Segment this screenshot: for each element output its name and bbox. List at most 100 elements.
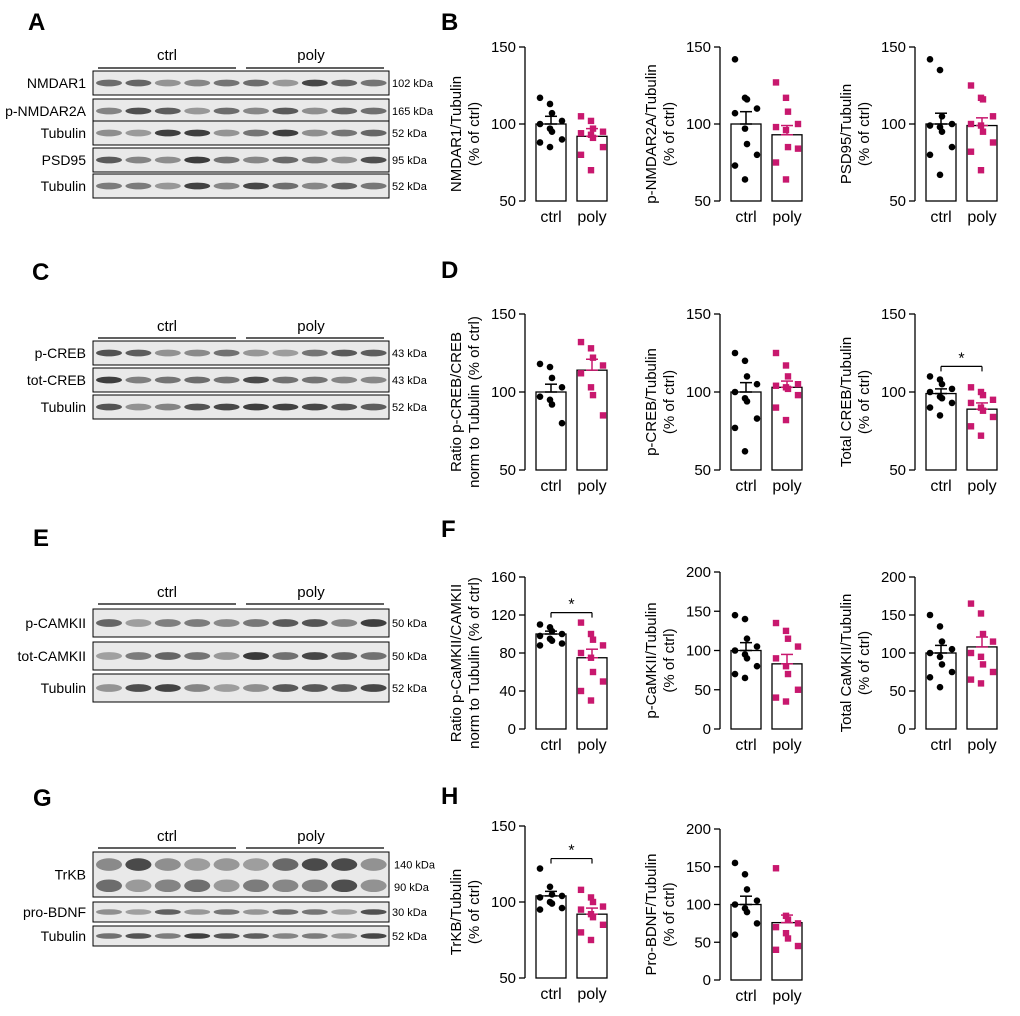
blot-band	[213, 858, 240, 871]
data-point-poly	[577, 113, 585, 120]
blot-band	[154, 129, 181, 137]
y-axis-label: Pro-BDNF/Tubulin	[643, 854, 660, 976]
y-axis-label: TrKB/Tubulin	[448, 869, 465, 955]
blot-band	[243, 156, 269, 164]
y-tick-label: 150	[881, 39, 906, 56]
blot-band	[154, 652, 181, 660]
blot-band	[243, 349, 269, 357]
data-point-poly	[772, 865, 780, 872]
data-point-poly	[599, 903, 607, 910]
data-point-ctrl	[558, 419, 566, 427]
data-point-poly	[794, 643, 802, 650]
data-point-poly	[782, 912, 790, 920]
data-point-ctrl	[731, 901, 739, 908]
data-point-poly	[589, 914, 597, 921]
data-point-ctrl	[926, 151, 934, 159]
y-tick-label: 100	[881, 384, 906, 401]
blot-band	[184, 376, 211, 384]
data-point-ctrl	[938, 380, 946, 388]
data-point-ctrl	[558, 892, 566, 900]
data-point-ctrl	[548, 401, 556, 408]
x-tick-label-poly: poly	[772, 737, 801, 754]
panel-letter-a: A	[28, 9, 45, 36]
blot-band	[154, 619, 181, 627]
data-point-ctrl	[936, 66, 944, 74]
y-tick-label: 50	[889, 193, 906, 210]
y-tick-label: 100	[491, 116, 516, 133]
data-point-poly	[979, 407, 987, 414]
blot-kda-label: 52 kDa	[392, 931, 428, 943]
blot-band	[243, 107, 269, 115]
data-point-ctrl	[743, 373, 751, 380]
data-point-poly	[772, 123, 780, 131]
blot-band	[154, 909, 181, 915]
data-point-poly	[967, 120, 975, 128]
blot-band	[243, 403, 269, 411]
blot-row-label: p-CAMKII	[25, 615, 86, 631]
data-point-ctrl	[926, 674, 934, 681]
blot-group-label-poly: poly	[297, 584, 325, 601]
blot-band	[272, 376, 299, 384]
blot-band	[301, 403, 328, 411]
blot-band	[184, 619, 211, 627]
data-point-poly	[967, 148, 975, 155]
blot-band	[184, 107, 211, 115]
blot-band	[125, 349, 152, 357]
data-point-ctrl	[731, 349, 739, 357]
data-point-poly	[979, 661, 987, 668]
chart-f-9: 0 50 100 150 200 Total CaMKII/Tubulin (% of ct…	[838, 569, 998, 754]
blot-band	[301, 349, 328, 357]
blot-band	[331, 879, 358, 893]
data-point-poly	[794, 686, 802, 693]
blot-band	[154, 349, 181, 357]
data-point-ctrl	[926, 388, 934, 396]
data-point-ctrl	[948, 120, 956, 128]
panel-letter-d: D	[441, 257, 458, 284]
y-tick-label: 0	[508, 721, 516, 738]
blot-band	[125, 909, 152, 915]
chart-d-4: 50 100 150 Ratio p-CREB/CREB norm to Tubulin…	[448, 306, 608, 495]
blot-band	[272, 182, 299, 190]
blot-band	[272, 349, 299, 357]
x-tick-label-poly: poly	[577, 209, 606, 226]
data-point-ctrl	[753, 643, 761, 650]
blot-band	[301, 933, 328, 939]
blot-band	[125, 79, 152, 87]
blot-band	[360, 652, 387, 660]
data-point-ctrl	[743, 908, 751, 916]
x-tick-label-poly: poly	[577, 478, 606, 495]
blot-row-label: tot-CREB	[27, 372, 86, 388]
blot-band	[331, 376, 358, 384]
blot-band	[213, 107, 240, 115]
data-point-ctrl	[731, 670, 739, 678]
data-point-poly	[967, 649, 975, 657]
blot-band	[301, 858, 328, 871]
blot-band	[360, 879, 387, 893]
blot-band	[331, 652, 358, 660]
data-point-poly	[784, 635, 792, 642]
data-point-poly	[784, 916, 792, 923]
y-axis-label: Total CaMKII/Tubulin	[838, 594, 855, 733]
blot-band	[96, 933, 122, 939]
x-tick-label-ctrl: ctrl	[735, 737, 756, 754]
x-tick-label-poly: poly	[772, 478, 801, 495]
y-tick-label: 100	[881, 116, 906, 133]
x-tick-label-ctrl: ctrl	[540, 209, 561, 226]
y-tick-label: 100	[881, 645, 906, 662]
data-point-poly	[977, 653, 985, 660]
data-point-ctrl	[743, 635, 751, 643]
data-point-ctrl	[741, 674, 749, 682]
blot-band	[272, 933, 299, 939]
data-point-ctrl	[753, 662, 761, 670]
y-tick-label: 100	[491, 384, 516, 401]
data-point-poly	[979, 630, 987, 638]
blot-band	[154, 79, 181, 87]
data-point-poly	[772, 923, 780, 931]
data-point-ctrl	[753, 151, 761, 159]
data-point-poly	[782, 362, 790, 369]
blot-band	[331, 403, 358, 411]
blot-band	[243, 933, 269, 939]
blot-kda-label: 165 kDa	[392, 106, 434, 118]
data-point-poly	[784, 385, 792, 393]
y-tick-label: 120	[491, 607, 516, 624]
